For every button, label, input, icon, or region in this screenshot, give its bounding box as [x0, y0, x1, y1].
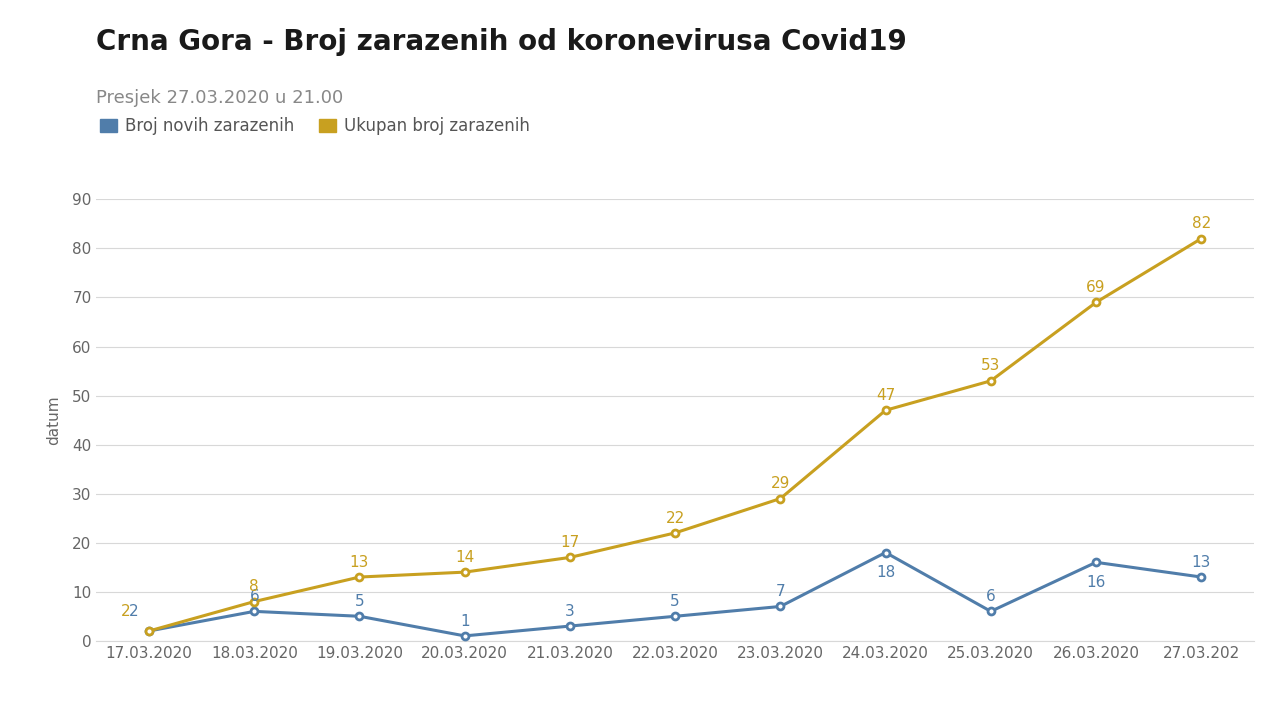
Text: 13: 13: [1192, 555, 1211, 570]
Text: 3: 3: [565, 604, 575, 619]
Text: 6: 6: [249, 589, 260, 604]
Text: 69: 69: [1087, 280, 1106, 295]
Text: 18: 18: [876, 565, 895, 580]
Text: 47: 47: [876, 388, 895, 403]
Text: Presjek 27.03.2020 u 21.00: Presjek 27.03.2020 u 21.00: [96, 89, 343, 107]
Text: 7: 7: [775, 584, 786, 599]
Y-axis label: datum: datum: [46, 395, 62, 445]
Text: 16: 16: [1087, 575, 1106, 590]
Text: 6: 6: [986, 589, 995, 604]
Text: 1: 1: [460, 614, 469, 629]
Text: 2: 2: [121, 604, 131, 619]
Text: 5: 5: [355, 594, 364, 609]
Legend: Broj novih zarazenih, Ukupan broj zarazenih: Broj novih zarazenih, Ukupan broj zaraze…: [93, 110, 536, 142]
Text: 53: 53: [981, 358, 1001, 374]
Text: 5: 5: [670, 594, 680, 609]
Text: 13: 13: [350, 555, 369, 570]
Text: 82: 82: [1192, 216, 1211, 231]
Text: 22: 22: [666, 511, 684, 525]
Text: 2: 2: [129, 604, 138, 619]
Text: 8: 8: [249, 579, 258, 595]
Text: 29: 29: [770, 476, 790, 491]
Text: 17: 17: [561, 535, 580, 550]
Text: Crna Gora - Broj zarazenih od koronevirusa Covid19: Crna Gora - Broj zarazenih od koroneviru…: [96, 28, 907, 56]
Text: 14: 14: [455, 550, 475, 565]
